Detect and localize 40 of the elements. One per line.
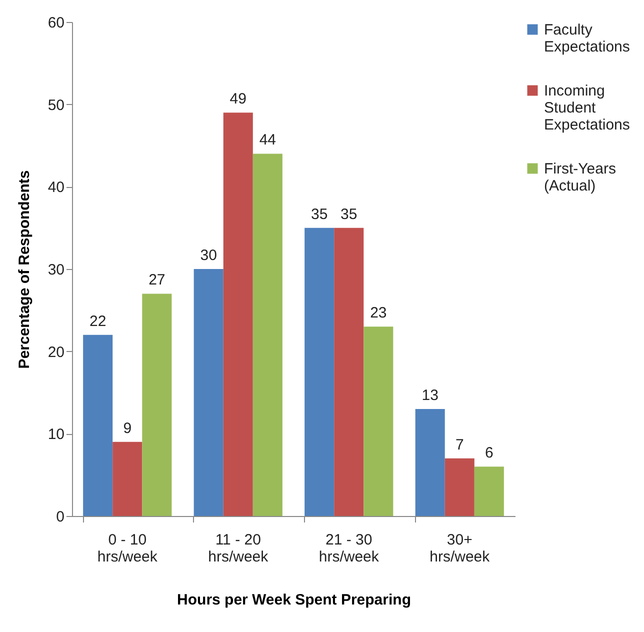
bar [304, 228, 334, 516]
x-tick-label: 30+ hrs/week [430, 532, 490, 566]
bar [474, 466, 504, 516]
bar [142, 294, 172, 516]
data-label: 30 [200, 247, 217, 264]
x-tick-label: 11 - 20 hrs/week [208, 532, 269, 566]
x-tick-label: 21 - 30 hrs/week [318, 532, 380, 566]
y-tick-label: 0 [56, 508, 64, 526]
legend-label: First-Years (Actual) [544, 160, 616, 194]
x-axis-title: Hours per Week Spent Preparing [177, 592, 411, 608]
data-label: 23 [370, 304, 387, 322]
bar [334, 228, 364, 516]
y-tick-label: 20 [48, 344, 64, 361]
bar [194, 269, 224, 516]
y-axis-title: Percentage of Respondents [16, 170, 33, 369]
bar [83, 334, 113, 516]
data-label: 35 [311, 206, 328, 223]
bar [364, 326, 394, 516]
data-label: 44 [259, 132, 276, 149]
data-label: 27 [148, 272, 166, 289]
data-label: 35 [340, 206, 358, 223]
bar [415, 408, 445, 516]
legend-label: Faculty Expectations [544, 22, 630, 56]
bar [252, 154, 282, 516]
data-label: 6 [484, 444, 494, 462]
bar [444, 458, 474, 516]
y-tick-label: 60 [48, 14, 64, 32]
y-tick-label: 30 [48, 262, 64, 278]
bar [112, 442, 142, 516]
y-tick-label: 50 [48, 96, 64, 114]
legend-label: Incoming Student Expectations [544, 82, 630, 134]
data-label: 13 [422, 386, 438, 404]
y-tick-label: 40 [48, 179, 64, 196]
x-tick-label: 0 - 10 hrs/week [97, 532, 158, 566]
bar [223, 112, 253, 516]
data-label: 49 [230, 90, 246, 108]
data-label: 9 [123, 420, 132, 437]
data-label: 22 [90, 312, 106, 330]
y-tick-label: 10 [48, 426, 64, 444]
data-label: 7 [455, 436, 464, 454]
